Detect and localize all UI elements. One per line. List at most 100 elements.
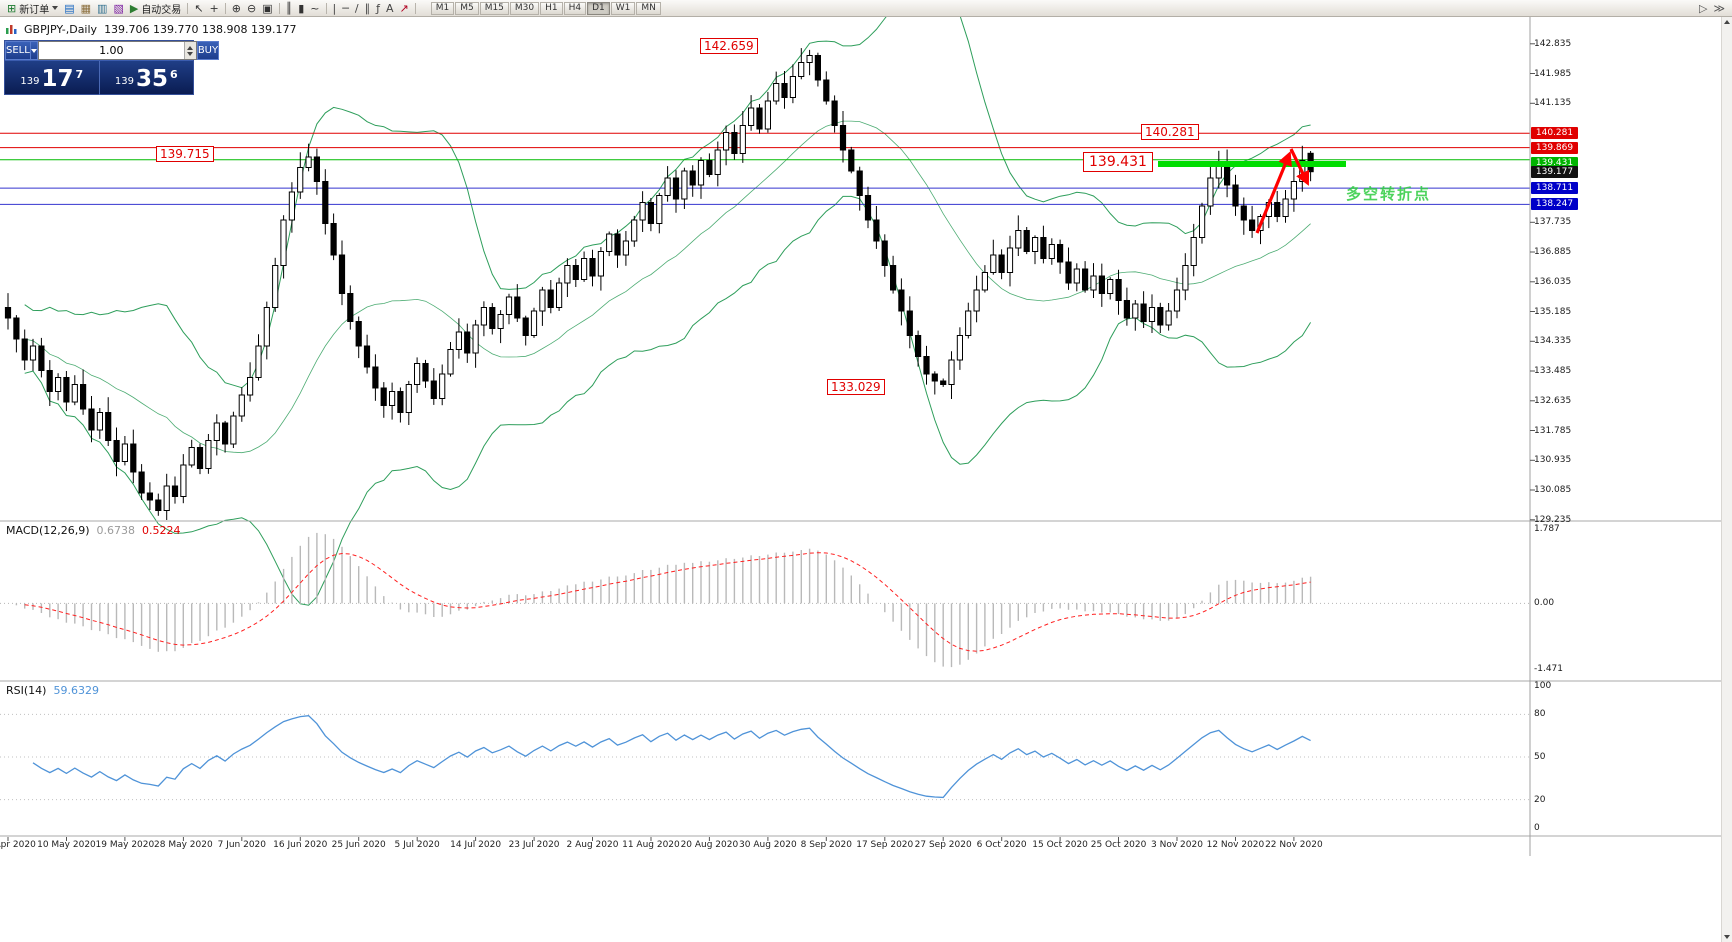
navigator-icon[interactable]: ▧ (110, 1, 126, 16)
text-icon[interactable]: A (383, 1, 397, 16)
volume-input[interactable] (38, 42, 184, 59)
price-callout[interactable]: 139.431 (1083, 152, 1153, 172)
auto-scroll-icon: ≫ (1713, 1, 1725, 15)
toolbar: ⊞ 新订单 ▤ ▦ ▥ ▧ ▶ 自动交易 ↖ + ⊕ ⊖ ▣ ║ ▮ ~ | ─ / ∥ ƒ A ↗ M1 M5 M15 M30 H… (0, 0, 1732, 17)
price-tag: 139.177 (1531, 165, 1578, 178)
auto-trading-button[interactable]: ▶ 自动交易 (127, 1, 184, 16)
volume-spinner[interactable] (183, 42, 196, 59)
zoom-out-icon[interactable]: ⊖ (244, 1, 259, 16)
scroll-down-icon[interactable] (1724, 935, 1730, 939)
bar-chart-icon: ║ (285, 1, 293, 15)
line-chart-icon[interactable]: ~ (307, 1, 322, 16)
vertical-line-icon[interactable]: | (330, 1, 340, 16)
price-scale-label: 132.635 (1534, 395, 1572, 406)
zoom-in-icon: ⊕ (231, 1, 241, 15)
tile-windows-icon: ▣ (262, 1, 273, 15)
line-chart-icon: ~ (310, 1, 320, 15)
toolbar-right-icons: ▷ ≫ (1696, 1, 1728, 16)
auto-scroll-icon[interactable]: ≫ (1710, 1, 1728, 16)
crosshair-icon[interactable]: + (207, 1, 222, 16)
macd-scale-label: 1.787 (1534, 524, 1560, 534)
cursor-icon: ↖ (194, 1, 204, 15)
candlestick-icon[interactable]: ▮ (295, 1, 307, 16)
macd-scale-label: -1.471 (1534, 664, 1564, 674)
rsi-scale-label: 100 (1534, 681, 1552, 691)
time-axis-label: 15 Oct 2020 (1032, 840, 1088, 850)
scroll-up-icon[interactable] (1724, 20, 1730, 24)
symbol-ohlc: 139.706 139.770 138.908 139.177 (104, 23, 297, 36)
symbol-info: GBPJPY-,Daily 139.706 139.770 138.908 13… (6, 23, 297, 36)
volume-field (37, 41, 197, 60)
time-axis-label: 7 Jun 2020 (217, 840, 266, 850)
price-scale-label: 142.835 (1534, 38, 1572, 49)
candlestick-icon: ▮ (298, 1, 305, 15)
horizontal-line-icon[interactable]: ─ (339, 1, 352, 16)
price-scale-label: 130.085 (1534, 485, 1572, 496)
fibonacci-icon[interactable]: ƒ (373, 1, 383, 16)
macd-name: MACD(12,26,9) (6, 524, 90, 537)
sell-price[interactable]: 139 17 7 (5, 61, 99, 95)
rsi-scale-label: 0 (1534, 823, 1540, 833)
timeframe-w1[interactable]: W1 (610, 1, 636, 15)
rsi-scale-label: 20 (1534, 794, 1546, 805)
cursor-icon[interactable]: ↖ (191, 1, 206, 16)
price-scale-label: 134.335 (1534, 336, 1572, 347)
price-callout[interactable]: 133.029 (827, 379, 885, 395)
time-axis-label: 3 Nov 2020 (1151, 840, 1203, 850)
rsi-value: 59.6329 (53, 684, 99, 697)
price-scale-label: 135.185 (1534, 306, 1572, 317)
time-axis-label: 2 Aug 2020 (566, 840, 619, 850)
zoom-in-icon[interactable]: ⊕ (229, 1, 244, 16)
time-axis-label: 17 Sep 2020 (856, 840, 914, 850)
chart-window-icon[interactable]: ▤ (61, 1, 77, 16)
timeframe-m1[interactable]: M1 (430, 1, 455, 15)
time-axis-label: 20 Apr 2020 (0, 840, 36, 850)
time-axis-label: 11 Aug 2020 (622, 840, 680, 850)
vertical-scrollbar[interactable] (1721, 17, 1732, 942)
price-tag: 138.711 (1531, 182, 1578, 195)
time-axis-label: 14 Jul 2020 (450, 840, 502, 850)
timeframe-h4[interactable]: H4 (563, 1, 587, 15)
one-click-trading-panel: SELL BUY 139 17 7 139 35 6 (4, 40, 220, 95)
sell-dropdown[interactable] (30, 41, 38, 60)
timeframe-m5[interactable]: M5 (455, 1, 479, 15)
fibonacci-icon: ƒ (376, 1, 380, 15)
buy-price[interactable]: 139 35 6 (100, 61, 194, 95)
trendline-icon[interactable]: / (352, 1, 362, 16)
buy-price-sup: 6 (169, 68, 178, 81)
timeframe-m30[interactable]: M30 (509, 1, 540, 15)
tile-windows-icon[interactable]: ▣ (259, 1, 275, 16)
arrows-icon: ↗ (399, 1, 409, 15)
price-tag: 140.281 (1531, 127, 1578, 140)
new-order-button[interactable]: ⊞ 新订单 (4, 1, 61, 16)
timeframe-m15[interactable]: M15 (479, 1, 509, 15)
time-axis-label: 30 Aug 2020 (739, 840, 797, 850)
zoom-out-icon: ⊖ (246, 1, 257, 15)
profiles-icon: ▦ (80, 1, 92, 15)
price-callout[interactable]: 140.281 (1141, 124, 1199, 140)
timeframe-mn[interactable]: MN (636, 1, 661, 15)
price-callout[interactable]: 139.715 (156, 146, 214, 162)
price-callout[interactable]: 142.659 (700, 38, 758, 54)
time-axis-label: 8 Sep 2020 (800, 840, 852, 850)
chart-shift-icon[interactable]: ▷ (1696, 1, 1710, 16)
market-watch-icon[interactable]: ▥ (94, 1, 110, 16)
bar-chart-icon[interactable]: ║ (283, 1, 296, 16)
chevron-down-icon (52, 6, 59, 10)
timeframe-d1[interactable]: D1 (587, 1, 610, 15)
timeframe-h1[interactable]: H1 (540, 1, 563, 15)
buy-button[interactable]: BUY (196, 41, 220, 60)
toolbar-separator (325, 2, 327, 14)
channel-icon[interactable]: ∥ (362, 1, 374, 16)
toolbar-separator (224, 2, 226, 14)
time-axis-label: 19 May 2020 (95, 840, 155, 850)
sell-button[interactable]: SELL (5, 41, 31, 60)
price-scale-label: 130.935 (1534, 455, 1572, 466)
profiles-icon[interactable]: ▦ (78, 1, 94, 16)
new-order-button-label: 新订单 (19, 4, 50, 16)
time-axis-label: 25 Jun 2020 (331, 840, 386, 850)
macd-scale-label: 0.00 (1534, 598, 1555, 609)
time-axis-label: 28 May 2020 (154, 840, 213, 850)
arrows-icon[interactable]: ↗ (396, 1, 411, 16)
